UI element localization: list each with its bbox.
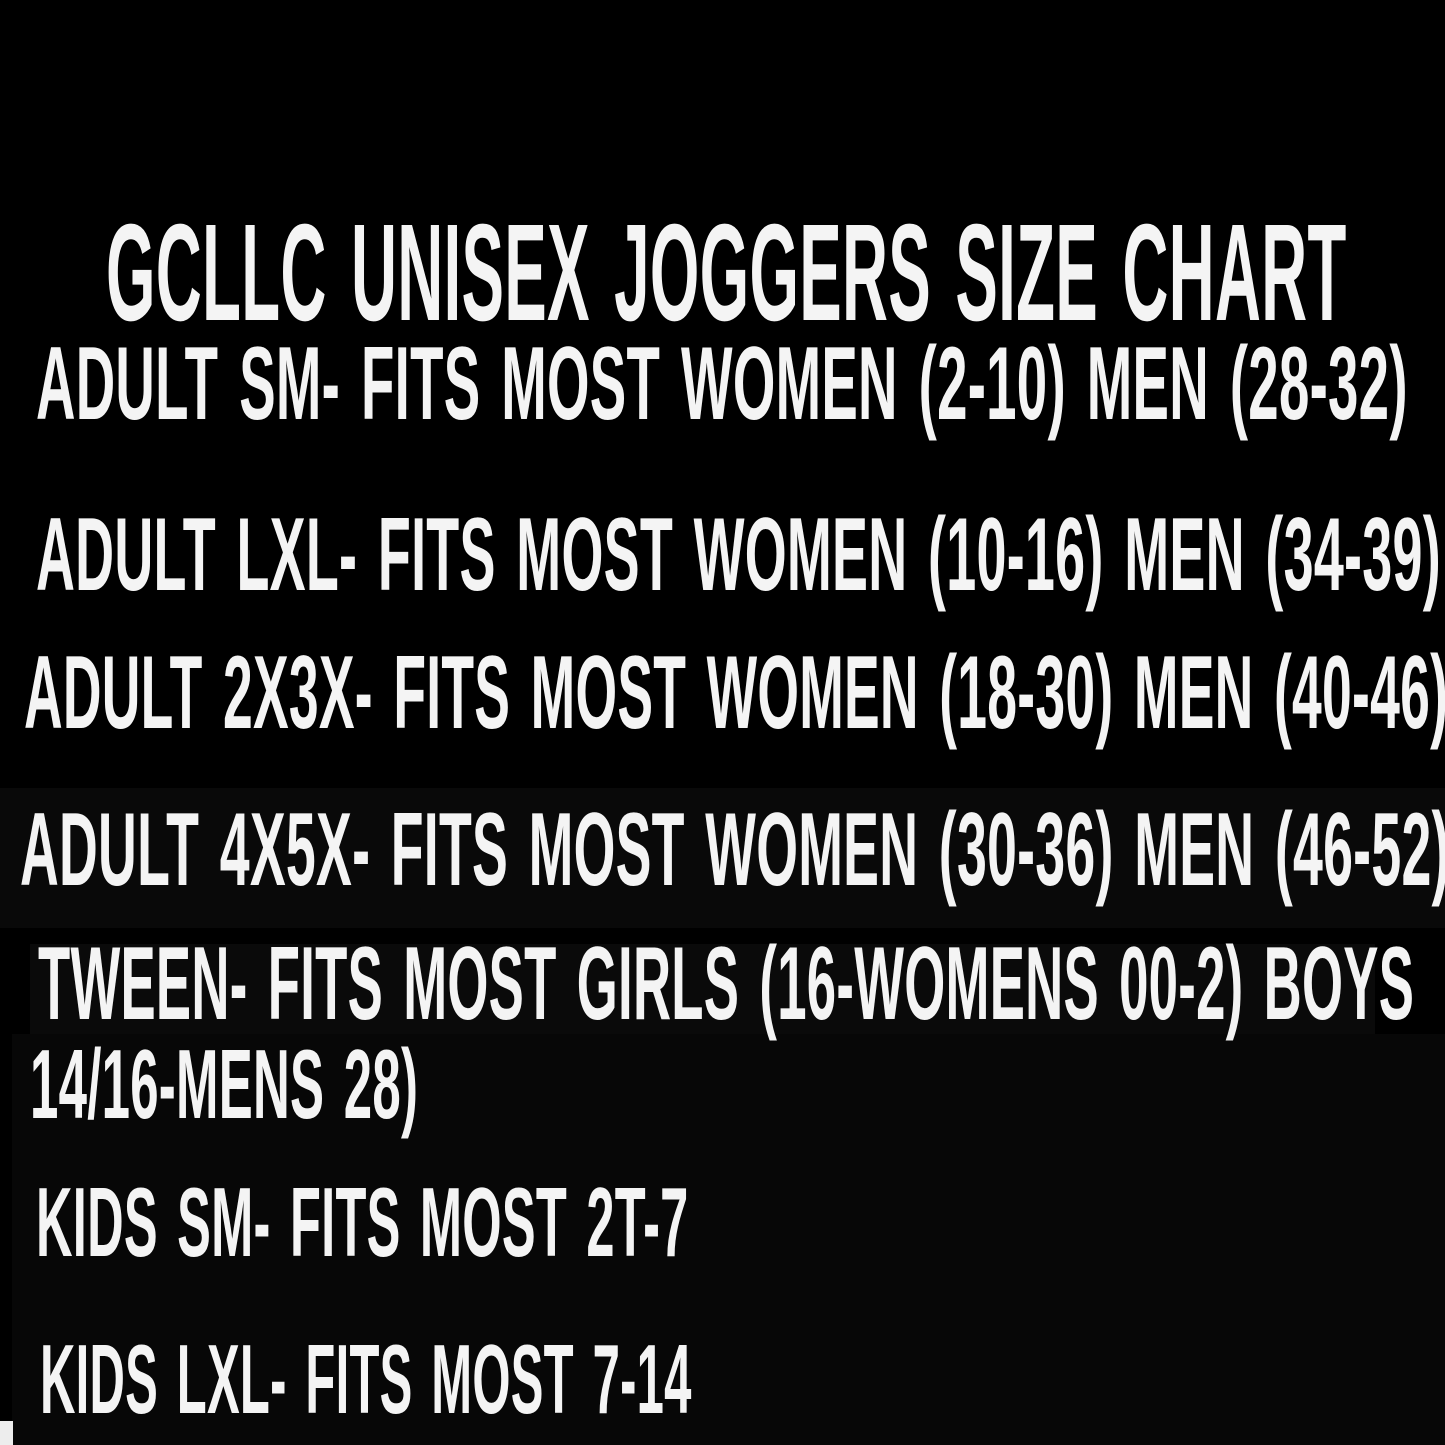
line-kids-sm: KIDS SM- FITS MOST 2T-7 (36, 1173, 1301, 1271)
line-adult-lxl-text: ADULT LXL- FITS MOST WOMEN (10-16) MEN (… (36, 497, 1441, 613)
chart-title-text: GCLLC UNISEX JOGGERS SIZE CHART (106, 196, 1347, 351)
background-band-2 (30, 944, 1375, 1034)
line-kids-lxl: KIDS LXL- FITS MOST 7-14 (40, 1330, 1343, 1428)
corner-artifact (0, 1421, 13, 1445)
background-band-1 (0, 788, 1445, 928)
line-kids-lxl-text: KIDS LXL- FITS MOST 7-14 (40, 1324, 692, 1434)
line-kids-sm-text: KIDS SM- FITS MOST 2T-7 (36, 1167, 689, 1277)
line-adult-4x5x-text: ADULT 4X5X- FITS MOST WOMEN (30-36) MEN … (20, 792, 1445, 908)
line-tween-continued-text: 14/16-MENS 28) (30, 1029, 419, 1139)
line-adult-2x3x-text: ADULT 2X3X- FITS MOST WOMEN (18-30) MEN … (24, 635, 1445, 751)
line-tween: TWEEN- FITS MOST GIRLS (16-WOMENS 00-2) … (38, 932, 1445, 1036)
line-tween-text: TWEEN- FITS MOST GIRLS (16-WOMENS 00-2) … (38, 926, 1415, 1042)
line-adult-4x5x: ADULT 4X5X- FITS MOST WOMEN (30-36) MEN … (20, 798, 1445, 902)
line-adult-lxl: ADULT LXL- FITS MOST WOMEN (10-16) MEN (… (36, 503, 1445, 607)
line-tween-continued: 14/16-MENS 28) (30, 1035, 777, 1133)
background-band-3 (12, 1034, 1445, 1445)
chart-title: GCLLC UNISEX JOGGERS SIZE CHART (106, 204, 1445, 342)
line-adult-2x3x: ADULT 2X3X- FITS MOST WOMEN (18-30) MEN … (24, 641, 1445, 745)
line-adult-sm-text: ADULT SM- FITS MOST WOMEN (2-10) MEN (28… (36, 326, 1408, 442)
line-adult-sm: ADULT SM- FITS MOST WOMEN (2-10) MEN (28… (36, 332, 1445, 436)
